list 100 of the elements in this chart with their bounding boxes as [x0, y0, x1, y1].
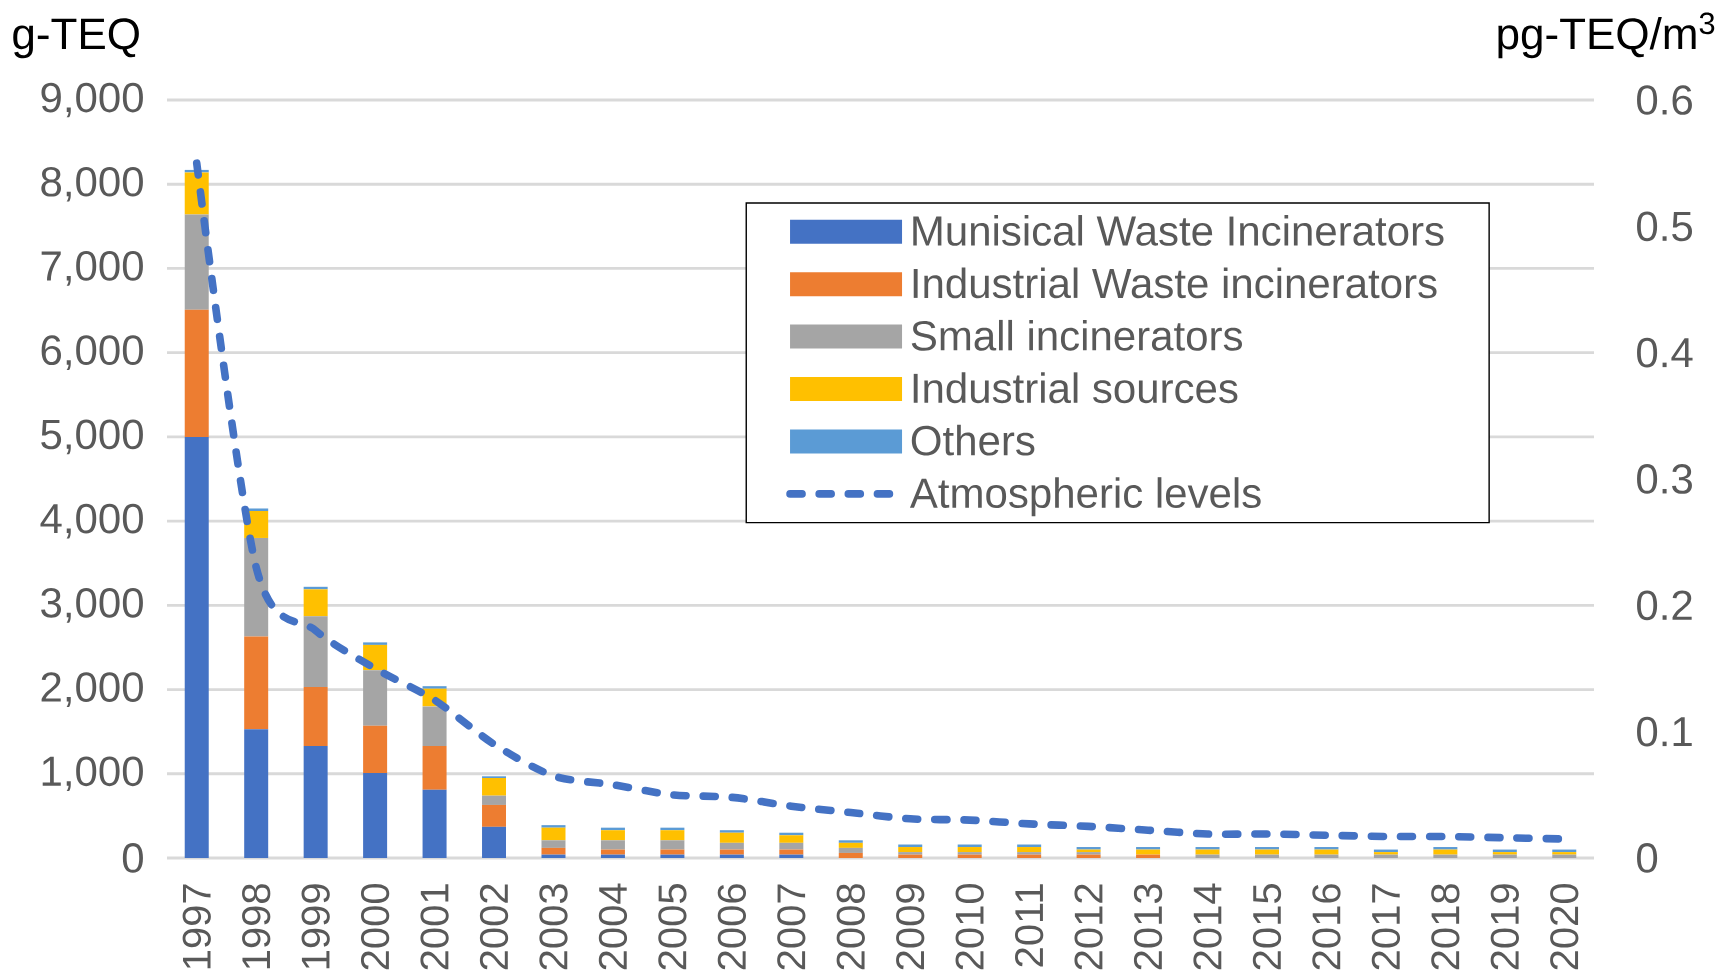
x-tick-label: 2011: [1015, 884, 1044, 967]
x-tick-label: 2006: [717, 884, 746, 970]
legend-label: Munisical Waste Incinerators: [913, 215, 1444, 246]
bar: [1314, 847, 1339, 850]
x-tick-label: 2008: [836, 884, 865, 970]
x-tick-label: 2007: [777, 884, 806, 970]
bar: [957, 847, 982, 853]
bar: [1254, 849, 1279, 855]
bar: [1195, 849, 1220, 855]
x-tick-label: 1998: [242, 884, 271, 969]
bar: [600, 840, 625, 850]
bar: [898, 847, 923, 853]
bar: [363, 772, 388, 858]
bar: [422, 789, 447, 858]
y-axis-title: g-TEQ: [13, 18, 139, 59]
bar: [244, 729, 269, 858]
bar: [600, 830, 625, 841]
bar: [363, 642, 388, 645]
bar: [600, 849, 625, 855]
bar: [244, 636, 269, 730]
y-tick-label: 2,000: [41, 672, 143, 707]
y2-tick-label: 0.4: [1637, 337, 1693, 368]
y2-tick-label: 0.2: [1637, 590, 1692, 621]
x-tick-label: 2016: [1312, 884, 1341, 970]
bar: [303, 745, 328, 858]
bar: [482, 777, 507, 796]
bar: [541, 840, 566, 848]
bar: [184, 309, 209, 437]
bar: [363, 725, 388, 773]
y2-tick-label: 0.1: [1637, 716, 1692, 747]
bar: [1136, 847, 1161, 850]
x-tick-label: 2020: [1550, 883, 1579, 970]
y2-tick-label: 0.5: [1637, 211, 1693, 242]
y-tick-label: 6,000: [41, 335, 143, 371]
y2-tick-label: 0.6: [1637, 85, 1692, 115]
x-tick-label: 2004: [598, 883, 628, 970]
x-tick-label: 2001: [420, 884, 449, 970]
legend-label: Industrial Waste incinerators: [913, 267, 1437, 299]
bar: [422, 745, 447, 790]
y-tick-label: 5,000: [41, 419, 143, 455]
bar: [1017, 847, 1042, 853]
x-tick-label: 2012: [1074, 884, 1103, 970]
bar: [660, 849, 685, 855]
bar: [482, 795, 507, 805]
x-tick-label: 2015: [1252, 884, 1282, 970]
y2-axis-title: pg-TEQ/m$^{3}$: [1498, 12, 1715, 59]
x-tick-label: 2014: [1193, 883, 1222, 970]
legend-label: Atmospheric levels: [909, 477, 1261, 517]
x-tick-label: 2017: [1371, 884, 1401, 970]
bar: [719, 832, 744, 843]
x-tick-label: 2000: [360, 883, 390, 970]
y-tick-label: 7,000: [41, 251, 143, 286]
bar: [1195, 847, 1220, 850]
y-tick-label: 4,000: [40, 503, 143, 539]
x-tick-label: 2018: [1431, 884, 1460, 970]
bar: [422, 686, 447, 689]
legend-label: Small incinerators: [911, 319, 1242, 351]
bar: [779, 842, 804, 850]
x-tick-label: 1999: [301, 884, 330, 969]
y-tick-label: 0: [122, 843, 143, 873]
bar: [660, 840, 685, 850]
bar: [303, 616, 328, 688]
bar: [838, 852, 863, 858]
bar: [184, 436, 209, 858]
bar: [719, 849, 744, 855]
legend-label: Industrial sources: [913, 372, 1238, 404]
y-tick-label: 3,000: [41, 587, 143, 623]
y-tick-label: 9,000: [41, 82, 143, 118]
bar: [541, 825, 566, 828]
x-tick-label: 1997: [182, 884, 211, 969]
bar: [184, 214, 209, 310]
bar: [719, 830, 744, 833]
bar: [1433, 847, 1458, 850]
bar: [363, 670, 388, 726]
bar: [1136, 849, 1161, 855]
y-tick-label: 8,000: [41, 166, 143, 202]
y2-tick-label: 0.3: [1637, 464, 1692, 494]
y2-tick-label: 0: [1637, 843, 1658, 873]
bar: [779, 849, 804, 855]
bar: [1254, 847, 1279, 850]
bar: [1433, 849, 1458, 855]
x-tick-label: 2013: [1133, 884, 1163, 970]
bar: [838, 840, 863, 843]
x-tick-label: 2009: [896, 884, 925, 970]
bar: [719, 842, 744, 850]
bar: [541, 847, 566, 855]
x-tick-label: 2019: [1490, 884, 1519, 970]
x-tick-label: 2003: [539, 884, 568, 970]
bar: [541, 827, 566, 841]
x-tick-label: 2005: [658, 884, 687, 970]
x-tick-label: 2002: [479, 884, 509, 970]
bar: [303, 589, 328, 617]
bar: [482, 804, 507, 827]
bar: [660, 830, 685, 841]
bar: [482, 826, 507, 858]
bar: [838, 847, 863, 853]
bar: [838, 842, 863, 848]
y-tick-label: 1,000: [42, 756, 143, 792]
bar: [1314, 849, 1339, 855]
bar: [779, 835, 804, 843]
